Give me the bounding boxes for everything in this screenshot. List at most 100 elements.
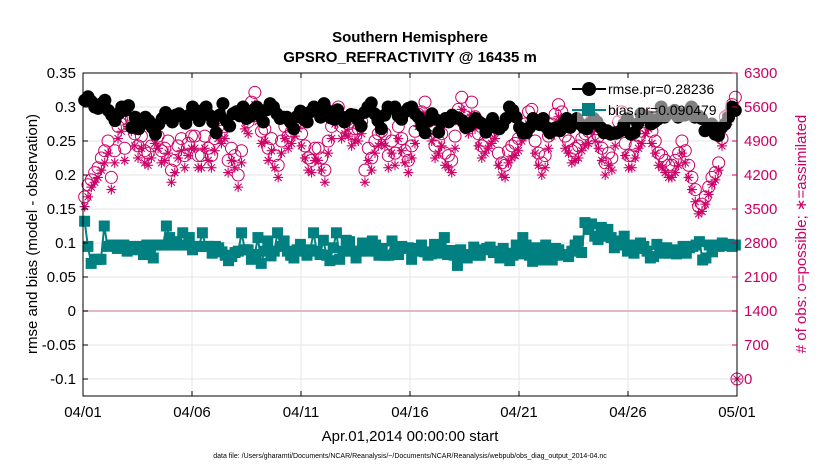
x-tick-label: 05/01 [718, 404, 756, 421]
obs-assimilated-point [399, 157, 410, 168]
bias-point [262, 235, 274, 247]
obs-assimilated-point [393, 133, 404, 144]
bias-point [491, 245, 503, 257]
obs-assimilated-point [173, 153, 184, 163]
obs-assimilated-point [209, 145, 220, 156]
obs-assimilated-point [620, 150, 631, 161]
bias-point [464, 249, 476, 261]
bias-point [288, 252, 300, 264]
bias-point [576, 247, 588, 259]
legend-rmse-label: rmse.pr=0.28236 [608, 81, 714, 97]
obs-assimilated-point [596, 155, 607, 166]
bias-point [703, 239, 715, 251]
obs-assimilated-point [683, 172, 694, 183]
obs-assimilated-point [540, 162, 551, 173]
bias-point [451, 259, 463, 271]
y-tick-label: 0.25 [47, 133, 76, 150]
obs-assimilated-point [386, 148, 397, 159]
obs-assimilated-point [706, 179, 717, 190]
bias-point [134, 240, 146, 252]
obs-assimilated-point [169, 167, 180, 178]
obs-assimilated-point [600, 170, 611, 180]
y-tick-label: 0.15 [47, 201, 76, 218]
obs-assimilated-point [143, 160, 154, 171]
obs-assimilated-point [296, 140, 307, 151]
obs-possible-point [405, 139, 419, 153]
obs-possible-point [174, 132, 188, 146]
obs-possible-point [368, 134, 382, 148]
bias-point [137, 249, 149, 261]
obs-assimilated-point [369, 148, 380, 159]
obs-assimilated-point [606, 165, 617, 176]
obs-possible-point [184, 129, 198, 143]
bias-point [406, 253, 418, 265]
obs-assimilated-point [153, 143, 164, 154]
bias-point [393, 249, 405, 261]
bias-point [517, 232, 529, 244]
rmse-point [122, 99, 136, 113]
bias-point [353, 245, 365, 257]
obs-assimilated-point [119, 155, 130, 166]
obs-possible-point [248, 85, 262, 99]
obs-assimilated-point [79, 201, 90, 212]
obs-assimilated-point [316, 165, 327, 176]
bias-point [540, 239, 552, 251]
bias-point [252, 232, 264, 244]
bias-point [242, 244, 254, 256]
bias-point [347, 245, 359, 257]
bias-point [412, 245, 424, 257]
obs-possible-point [418, 95, 432, 109]
bias-point [605, 232, 617, 244]
obs-possible-point [465, 95, 479, 109]
obs-assimilated-point [286, 138, 297, 149]
obs-possible-point [528, 134, 542, 148]
obs-assimilated-point [226, 155, 237, 166]
y-tick-label: 0.2 [55, 167, 76, 184]
obs-assimilated-point [299, 153, 310, 163]
bias-series [79, 215, 741, 271]
bias-point [527, 255, 539, 267]
obs-possible-point [385, 134, 399, 148]
bias-point [425, 248, 437, 260]
bias-point [337, 245, 349, 257]
obs-assimilated-point [229, 162, 240, 173]
bias-point [402, 242, 414, 254]
bias-point [258, 245, 270, 257]
obs-possible-point [194, 149, 208, 163]
obs-assimilated-point [650, 148, 661, 159]
rmse-point [354, 119, 368, 133]
y2-tick-label: 2100 [744, 269, 777, 286]
obs-possible-point [231, 168, 245, 182]
bias-point [183, 232, 195, 244]
bias-point [157, 239, 169, 251]
rmse-point [148, 127, 162, 141]
bias-point [98, 220, 110, 232]
bias-point [543, 245, 555, 257]
obs-possible-point [311, 141, 325, 155]
rmse-point [418, 126, 432, 140]
bias-point [523, 249, 535, 261]
y-tick-label: -0.1 [50, 371, 76, 388]
obs-assimilated-point [700, 199, 711, 210]
y-axis-ticks: 0.35 0.3 0.25 0.2 0.15 0.1 0.05 0 -0.05 -0.1 [42, 65, 88, 388]
chart-title: Southern Hemisphere [332, 29, 488, 46]
obs-assimilated-point [493, 160, 504, 171]
bias-point [510, 239, 522, 251]
obs-assimilated-point [646, 138, 657, 149]
obs-assimilated-point [686, 184, 697, 195]
bias-point [376, 242, 388, 254]
rmse-point [287, 122, 301, 136]
rmse-point [509, 110, 523, 124]
obs-assimilated-point [279, 133, 290, 144]
obs-assimilated-point [136, 143, 147, 154]
obs-assimilated-point [703, 189, 714, 200]
bias-point [95, 253, 107, 265]
obs-assimilated-point [513, 145, 524, 156]
rmse-point [256, 115, 270, 129]
obs-assimilated-point [146, 153, 157, 163]
obs-assimilated-point [196, 162, 207, 173]
bias-point [147, 252, 159, 264]
obs-possible-point [668, 153, 682, 167]
rmse-point [236, 100, 250, 114]
rmse-point [216, 97, 230, 111]
